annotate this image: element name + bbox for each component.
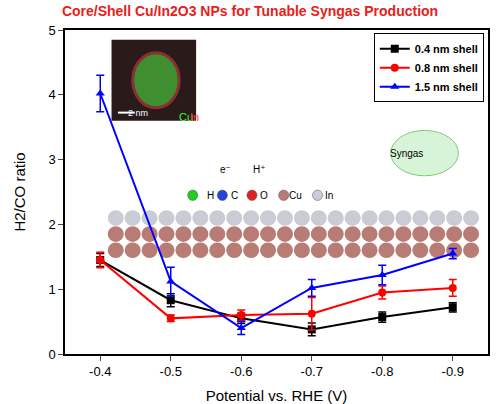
svg-text:2: 2 [48,217,55,232]
svg-text:Cu: Cu [179,111,193,123]
svg-text:H2/CO ratio: H2/CO ratio [11,152,28,231]
svg-text:-0.4: -0.4 [89,364,111,379]
svg-text:Syngas: Syngas [390,148,423,159]
svg-text:e⁻: e⁻ [220,164,231,175]
svg-text:4: 4 [48,87,55,102]
svg-text:0.8 nm shell: 0.8 nm shell [415,62,478,74]
svg-text:-0.8: -0.8 [371,364,393,379]
svg-text:3: 3 [48,152,55,167]
svg-text:-0.7: -0.7 [301,364,323,379]
svg-text:-0.9: -0.9 [442,364,464,379]
svg-text:O: O [260,190,268,201]
svg-text:Potential vs. RHE (V): Potential vs. RHE (V) [206,387,348,404]
svg-text:H: H [207,190,214,201]
svg-text:In: In [325,190,333,201]
svg-text:C: C [231,190,238,201]
svg-text:-0.6: -0.6 [230,364,252,379]
svg-text:H⁺: H⁺ [253,164,266,175]
svg-text:Cu: Cu [289,190,302,201]
svg-text:-0.5: -0.5 [160,364,182,379]
svg-text:0.4 nm shell: 0.4 nm shell [415,43,478,55]
svg-text:In: In [190,111,199,123]
svg-text:0: 0 [48,347,55,362]
svg-text:1: 1 [48,282,55,297]
svg-text:Core/Shell Cu/In2O3 NPs for Tu: Core/Shell Cu/In2O3 NPs for Tunable Syng… [62,3,438,19]
svg-text:1.5 nm shell: 1.5 nm shell [415,81,478,93]
svg-text:2 nm: 2 nm [128,108,148,118]
svg-text:5: 5 [48,23,55,38]
